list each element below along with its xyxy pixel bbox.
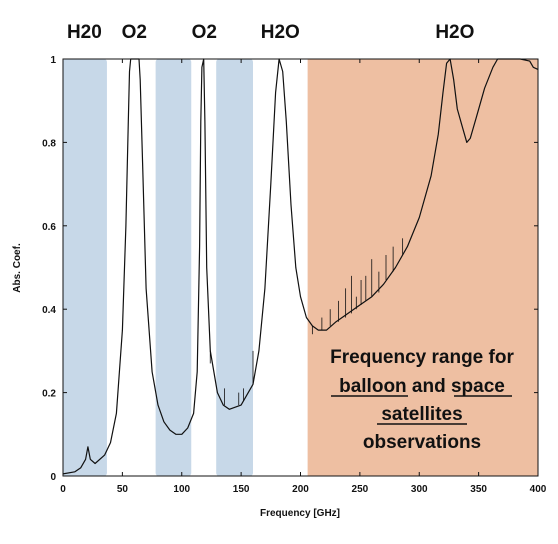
- x-tick-label-5: 250: [352, 484, 369, 495]
- annotation-line-1: Frequency range for: [330, 347, 514, 368]
- band-0: [63, 59, 107, 476]
- series-line-0: [62, 58, 539, 475]
- annotation-line-2: balloon and space: [339, 376, 505, 397]
- y-tick-label-4: 0.8: [42, 138, 56, 149]
- observation-annotation: Frequency range for balloon and space sa…: [330, 347, 514, 453]
- band-3: [307, 59, 538, 476]
- species-label-0: H20: [67, 22, 102, 43]
- species-labels: H20 O2 O2 H2O H2O: [67, 22, 474, 43]
- y-axis-title: Abs. Coef.: [12, 243, 23, 293]
- species-label-3: H2O: [261, 22, 300, 43]
- y-tick-label-3: 0.6: [42, 222, 56, 233]
- y-tick-label-5: 1: [50, 55, 56, 66]
- absorption-series: [62, 58, 539, 475]
- x-tick-label-0: 0: [60, 484, 66, 495]
- x-axis-title: Frequency [GHz]: [260, 508, 340, 519]
- x-tick-label-6: 300: [411, 484, 428, 495]
- x-tick-label-2: 100: [173, 484, 190, 495]
- x-tick-label-8: 400: [530, 484, 547, 495]
- band-2: [216, 59, 253, 476]
- x-tick-label-4: 200: [292, 484, 309, 495]
- x-tick-label-1: 50: [117, 484, 129, 495]
- frequency-bands: [63, 59, 538, 476]
- y-tick-label-1: 0.2: [42, 389, 56, 400]
- band-1: [155, 59, 192, 476]
- axis-ticks: 0 50 100 150 200 250 300 350 400 0 0.2 0.4 0.6 0.8 1: [42, 55, 547, 495]
- y-tick-label-2: 0.4: [42, 305, 56, 316]
- y-tick-label-0: 0: [50, 472, 56, 483]
- annotation-line-4: observations: [363, 432, 481, 453]
- species-label-4: H2O: [435, 22, 474, 43]
- species-label-1: O2: [122, 22, 147, 43]
- species-label-2: O2: [192, 22, 217, 43]
- x-tick-label-3: 150: [233, 484, 250, 495]
- x-tick-label-7: 350: [470, 484, 487, 495]
- annotation-line-3: satellites: [381, 404, 462, 425]
